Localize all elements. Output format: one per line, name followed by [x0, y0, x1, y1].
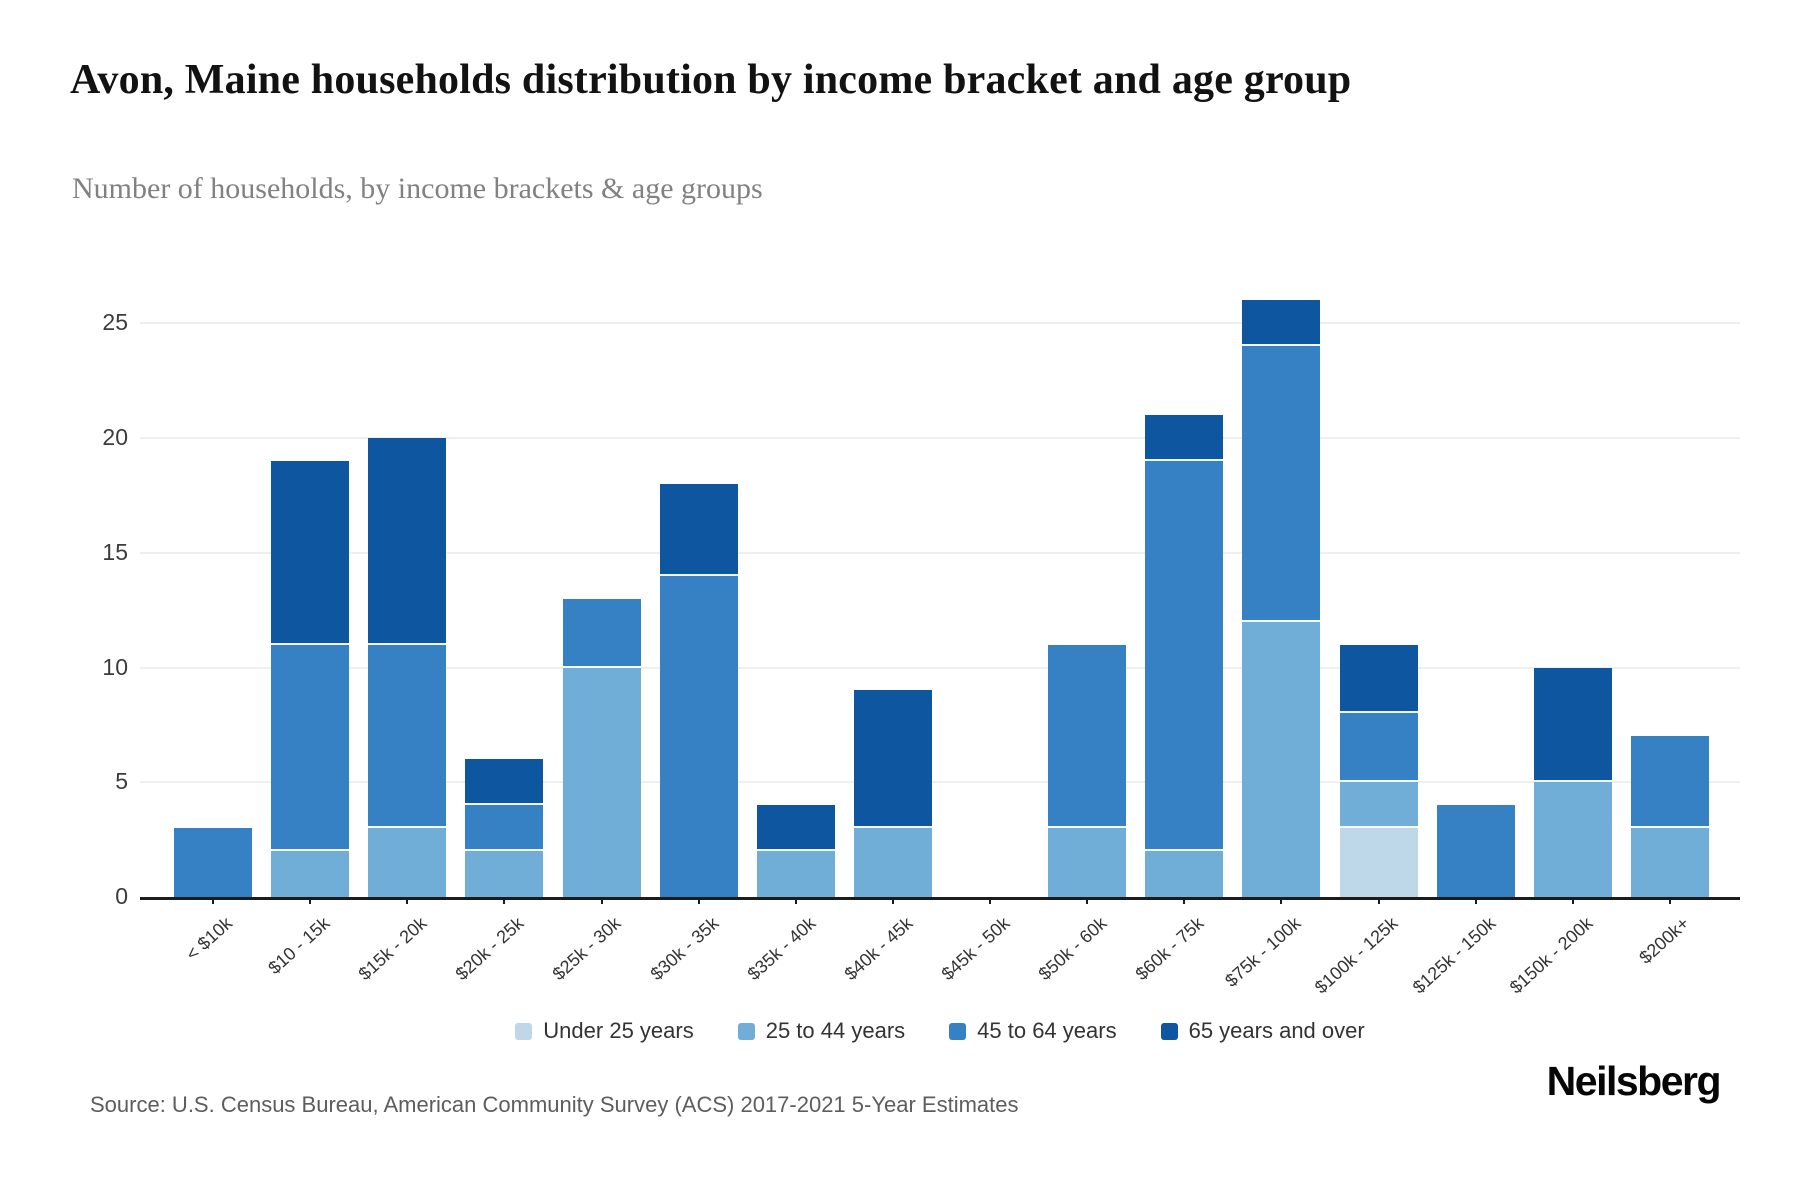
x-axis-tick: [1474, 897, 1477, 904]
x-axis-tick: [406, 897, 409, 904]
bar-segment[interactable]: [368, 828, 447, 897]
x-axis-tick-label: $40k - 45k: [840, 913, 917, 985]
x-axis-tick: [600, 897, 603, 904]
bar-segment[interactable]: [1145, 851, 1224, 897]
bar-segment[interactable]: [659, 575, 738, 897]
gridline-y25: [140, 322, 1740, 325]
x-axis-tick-label: $30k - 35k: [646, 913, 723, 985]
chart-legend: Under 25 years 25 to 44 years 45 to 64 yea…: [80, 1018, 1800, 1044]
x-axis-tick-label: $60k - 75k: [1131, 913, 1208, 985]
bar-segment[interactable]: [1339, 828, 1418, 897]
bar-segment[interactable]: [1533, 667, 1612, 783]
y-axis-tick-label: 20: [102, 424, 128, 450]
x-axis-tick: [697, 897, 700, 904]
page-subtitle: Number of households, by income brackets…: [72, 172, 763, 205]
x-axis-tick-label: $20k - 25k: [451, 913, 528, 985]
legend-label: 65 years and over: [1188, 1018, 1365, 1043]
x-axis-tick: [891, 897, 894, 904]
bar-segment[interactable]: [1145, 460, 1224, 852]
x-axis-tick: [989, 897, 992, 904]
bar-segment[interactable]: [368, 438, 447, 645]
bar-segment[interactable]: [1242, 300, 1321, 347]
legend-item[interactable]: Under 25 years: [515, 1018, 694, 1044]
legend-swatch-icon: [737, 1022, 755, 1040]
bar-segment[interactable]: [1242, 621, 1321, 897]
legend-swatch-icon: [1160, 1022, 1178, 1040]
gridline-y10: [140, 666, 1740, 669]
x-axis-tick: [1280, 897, 1283, 904]
x-axis-tick-label: $10 - 15k: [264, 913, 334, 979]
bar-segment[interactable]: [1048, 828, 1127, 897]
bar-segment[interactable]: [756, 805, 835, 852]
x-axis-tick: [309, 897, 312, 904]
bar-segment[interactable]: [562, 598, 641, 668]
bar-segment[interactable]: [1630, 828, 1709, 897]
x-axis-tick: [1377, 897, 1380, 904]
bar-segment[interactable]: [174, 828, 252, 897]
legend-label: Under 25 years: [543, 1018, 694, 1043]
gridline-y15: [140, 551, 1740, 554]
legend-item[interactable]: 25 to 44 years: [737, 1018, 906, 1044]
legend-item[interactable]: 65 years and over: [1160, 1018, 1365, 1044]
bar-segment[interactable]: [465, 805, 544, 852]
bar-segment[interactable]: [368, 644, 447, 829]
bar-segment[interactable]: [1339, 782, 1418, 829]
bar-segment[interactable]: [1048, 644, 1127, 829]
bar-segment[interactable]: [562, 667, 641, 897]
bar-segment[interactable]: [1145, 415, 1224, 461]
y-axis-tick-label: 10: [102, 653, 128, 680]
bar-segment[interactable]: [756, 851, 835, 897]
x-axis-tick-label: $125k - 150k: [1408, 913, 1500, 998]
legend-swatch-icon: [515, 1022, 533, 1040]
bar-segment[interactable]: [465, 759, 544, 806]
bar-segment[interactable]: [853, 690, 932, 829]
bar-segment[interactable]: [1339, 644, 1418, 714]
x-axis-tick: [1571, 897, 1574, 904]
bar-segment[interactable]: [1242, 346, 1321, 622]
bar-segment[interactable]: [271, 460, 350, 645]
bar-segment[interactable]: [659, 483, 738, 576]
y-axis-tick-label: 0: [115, 883, 128, 909]
bar-segment[interactable]: [465, 851, 544, 897]
bar-segment[interactable]: [1533, 782, 1612, 897]
bar-segment[interactable]: [1436, 805, 1515, 897]
x-axis-tick: [1668, 897, 1671, 904]
x-axis-tick: [503, 897, 506, 904]
x-axis-tick: [1183, 897, 1186, 904]
stacked-bar-chart: < $10k $10 - 15k $15k - 20k $20k - 25k $25k …: [140, 280, 1740, 998]
y-axis-tick-label: 15: [102, 538, 128, 565]
x-axis-tick-label: $35k - 40k: [743, 913, 820, 985]
page-title: Avon, Maine households distribution by i…: [70, 57, 1352, 103]
bar-segment[interactable]: [853, 828, 932, 897]
legend-item[interactable]: 45 to 64 years: [949, 1018, 1117, 1044]
x-axis-tick-label: $200k+: [1635, 913, 1694, 968]
x-axis-tick-label: $75k - 100k: [1221, 913, 1305, 991]
x-axis-tick-label: $50k - 60k: [1034, 913, 1111, 985]
bar-segment[interactable]: [1339, 713, 1418, 783]
bar-segment[interactable]: [271, 644, 350, 852]
bar-segment[interactable]: [271, 851, 350, 897]
legend-label: 25 to 44 years: [765, 1018, 906, 1043]
y-axis-tick-label: 25: [102, 309, 128, 336]
gridline-y20: [140, 437, 1740, 439]
y-axis-tick-label: 5: [115, 768, 128, 795]
x-axis-tick-label: $150k - 200k: [1505, 913, 1597, 998]
gridline-y5: [140, 781, 1740, 784]
x-axis-tick-label: $25k - 30k: [549, 913, 625, 985]
x-axis-tick-label: $100k - 125k: [1311, 913, 1402, 998]
x-axis-tick-label: < $10k: [182, 913, 237, 965]
legend-swatch-icon: [949, 1022, 967, 1040]
neilsberg-logo: Neilsberg: [1546, 1058, 1722, 1104]
x-axis-tick-label: $15k - 20k: [354, 913, 431, 985]
x-axis-tick: [1086, 897, 1089, 904]
bar-segment[interactable]: [1630, 736, 1709, 829]
x-axis-tick: [212, 897, 214, 904]
x-axis-tick-label: $45k - 50k: [937, 913, 1014, 985]
legend-label: 45 to 64 years: [977, 1018, 1117, 1043]
x-axis-tick: [794, 897, 797, 904]
source-note: Source: U.S. Census Bureau, American Com…: [90, 1092, 1019, 1117]
